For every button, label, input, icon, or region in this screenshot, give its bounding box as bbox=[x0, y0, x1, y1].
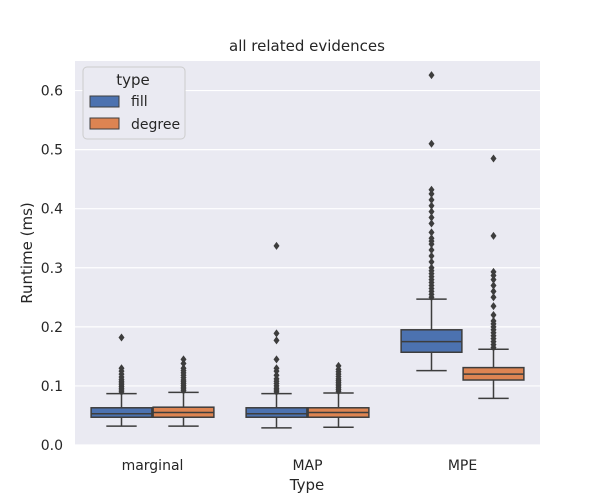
iqr-box bbox=[245, 407, 308, 418]
x-axis-ticks: marginal MAP MPE bbox=[122, 458, 478, 474]
outlier-point bbox=[428, 71, 435, 80]
outlier-point bbox=[273, 364, 280, 373]
outlier-point bbox=[490, 287, 497, 296]
outlier-point bbox=[490, 293, 497, 302]
outlier-point bbox=[335, 361, 342, 370]
outlier-point bbox=[428, 263, 435, 272]
y-tick-label: 0.5 bbox=[41, 143, 63, 159]
box-degree-mpe bbox=[462, 154, 525, 400]
outlier-point bbox=[428, 251, 435, 260]
outlier-point bbox=[428, 213, 435, 222]
x-axis-title: Type bbox=[289, 476, 324, 494]
outlier-point bbox=[428, 219, 435, 228]
outlier-point bbox=[428, 234, 435, 243]
outlier-point bbox=[273, 329, 280, 338]
outlier-point bbox=[273, 371, 280, 380]
outlier-point bbox=[428, 201, 435, 210]
iqr-box bbox=[90, 407, 153, 418]
y-tick-label: 0.2 bbox=[41, 320, 63, 336]
outlier-point bbox=[118, 364, 125, 373]
outlier-point bbox=[428, 228, 435, 237]
outlier-point bbox=[490, 302, 497, 311]
y-axis-ticks: 0.0 0.1 0.2 0.3 0.4 0.5 0.6 bbox=[41, 84, 63, 454]
outlier-point bbox=[490, 281, 497, 290]
y-tick-label: 0.6 bbox=[41, 84, 63, 100]
outlier-point bbox=[428, 189, 435, 198]
outlier-point bbox=[118, 333, 125, 342]
outlier-point bbox=[180, 355, 187, 364]
outlier-point bbox=[273, 355, 280, 364]
outlier-point bbox=[490, 267, 497, 276]
box-fill-mpe bbox=[400, 71, 463, 372]
outlier-point bbox=[490, 311, 497, 320]
box-series bbox=[90, 71, 525, 429]
outlier-point bbox=[490, 275, 497, 284]
outlier-point bbox=[428, 257, 435, 266]
x-tick-label: MPE bbox=[448, 458, 477, 474]
legend-title: type bbox=[116, 71, 150, 89]
outlier-point bbox=[273, 241, 280, 250]
box-degree-map bbox=[307, 361, 370, 429]
outlier-point bbox=[490, 154, 497, 163]
legend: type fill degree bbox=[82, 66, 186, 140]
y-axis-title: Runtime (ms) bbox=[18, 202, 36, 304]
outlier-point bbox=[428, 195, 435, 204]
x-tick-label: MAP bbox=[292, 458, 322, 474]
y-tick-label: 0.3 bbox=[41, 261, 63, 277]
outlier-point bbox=[490, 316, 497, 325]
outlier-point bbox=[428, 246, 435, 255]
outlier-point bbox=[428, 139, 435, 148]
box-degree-marginal bbox=[152, 355, 215, 427]
outlier-point bbox=[428, 207, 435, 216]
box-fill-map bbox=[245, 241, 308, 429]
box-fill-marginal bbox=[90, 333, 153, 427]
outlier-point bbox=[180, 359, 187, 368]
y-tick-label: 0.0 bbox=[41, 438, 63, 454]
x-tick-label: marginal bbox=[122, 458, 184, 474]
outlier-point bbox=[180, 364, 187, 373]
y-tick-label: 0.1 bbox=[41, 379, 63, 395]
y-tick-label: 0.4 bbox=[41, 202, 63, 218]
gridlines bbox=[75, 89, 540, 446]
legend-label-degree: degree bbox=[131, 117, 180, 133]
outlier-point bbox=[428, 185, 435, 194]
legend-swatch-fill bbox=[89, 95, 120, 108]
legend-swatch-degree bbox=[89, 117, 120, 130]
outlier-point bbox=[490, 231, 497, 240]
legend-label-fill: fill bbox=[131, 94, 148, 110]
chart-title: all related evidences bbox=[229, 37, 385, 55]
outlier-point bbox=[273, 336, 280, 345]
